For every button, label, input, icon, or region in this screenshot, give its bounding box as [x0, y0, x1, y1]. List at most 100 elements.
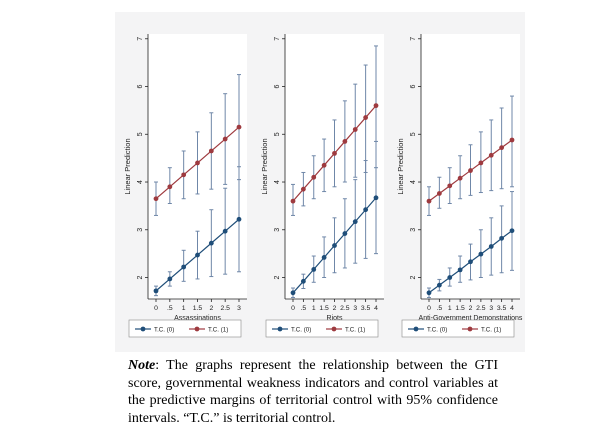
- x-tick-label: 1: [312, 305, 316, 312]
- y-tick-label: 7: [410, 37, 417, 41]
- note-label: Note: [128, 358, 156, 373]
- data-point: [222, 136, 228, 142]
- data-point: [181, 172, 187, 178]
- data-point: [509, 137, 515, 143]
- data-point: [447, 183, 453, 189]
- data-point: [167, 184, 173, 190]
- x-tick-label: 3: [237, 305, 241, 312]
- data-point: [332, 150, 337, 156]
- x-tick-label: 3: [353, 305, 357, 312]
- x-tick-label: 2.5: [340, 305, 350, 312]
- x-tick-label: 1.5: [193, 305, 203, 312]
- data-point: [352, 127, 358, 132]
- data-point: [478, 160, 484, 166]
- data-point: [509, 228, 515, 234]
- y-axis-title: Linear Prediction: [396, 138, 405, 194]
- data-point: [478, 251, 484, 257]
- legend-box: [401, 319, 515, 338]
- data-point: [332, 243, 337, 248]
- y-tick-label: 5: [410, 132, 417, 136]
- chart-panel-assassinations: 2 3 4 5 6 7 Linear Prediction 0 .5 1 1.5 2 2.5 3 Assas…: [115, 12, 252, 352]
- legend-label: T.C. (1): [208, 326, 228, 333]
- x-tick-label: 3: [489, 305, 493, 312]
- y-tick-label: 3: [137, 228, 144, 232]
- x-tick-label: 1.5: [319, 305, 329, 312]
- data-point: [499, 235, 505, 241]
- chart-svg: 2 3 4 5 6 7 Linear Prediction 0 .5 1 1.5 2 2.5 3 Assas…: [123, 34, 247, 338]
- y-tick-label: 3: [274, 228, 281, 232]
- data-point: [447, 275, 453, 280]
- data-point: [290, 198, 296, 204]
- x-tick-label: 2.5: [476, 305, 486, 312]
- legend-label: T.C. (0): [427, 326, 447, 333]
- figure: 2 3 4 5 6 7 Linear Prediction 0.5 1 1.5 2 2.5 3 Assas…: [115, 12, 525, 352]
- x-tick-label: 0: [291, 305, 295, 312]
- data-point: [208, 148, 214, 154]
- legend-label: T.C. (1): [345, 326, 365, 333]
- y-tick-label: 4: [137, 180, 144, 184]
- data-point: [436, 191, 442, 196]
- legend-marker: [277, 326, 283, 332]
- note-text: : The graphs represent the relationship …: [128, 358, 498, 426]
- y-tick-label: 7: [137, 37, 144, 41]
- y-tick-label: 6: [274, 84, 281, 88]
- chart-panel-demonstrations: 2 3 4 5 6 7 Linear Prediction 0.5 1 1.5 2 2.5 3 3.5 4 A…: [388, 12, 525, 352]
- data-point: [236, 216, 242, 222]
- data-point: [457, 175, 463, 181]
- data-point: [373, 195, 379, 201]
- y-tick-label: 5: [274, 132, 281, 136]
- data-point: [488, 244, 494, 249]
- y-tick-label: 5: [137, 132, 144, 136]
- y-tick-label: 6: [137, 84, 144, 88]
- y-tick-label: 4: [410, 180, 417, 184]
- chart-panel-riots: 2 3 4 5 6 7 Linear Prediction 0.5 1 1.5 2 2.5 3 3.5 4 R…: [252, 12, 389, 352]
- x-tick-label: 1: [448, 305, 452, 312]
- data-point: [236, 124, 242, 130]
- y-tick-label: 2: [274, 275, 281, 279]
- x-tick-label: 4: [510, 305, 514, 312]
- x-tick-label: .5: [167, 305, 173, 312]
- data-point: [468, 168, 473, 173]
- data-point: [290, 290, 296, 296]
- data-point: [195, 160, 200, 166]
- y-axis-title: Linear Prediction: [260, 138, 269, 194]
- x-tick-label: 1: [182, 305, 186, 312]
- y-tick-label: 6: [410, 84, 417, 88]
- x-tick-label: 0: [427, 305, 431, 312]
- data-point: [181, 264, 187, 270]
- legend-box: [265, 319, 379, 338]
- x-axis-title: Assassinations: [174, 315, 221, 322]
- y-axis-title: Linear Prediction: [123, 138, 132, 194]
- data-point: [363, 115, 369, 120]
- data-point: [300, 186, 306, 192]
- data-point: [373, 103, 379, 109]
- y-tick-label: 3: [410, 228, 417, 232]
- x-tick-label: .5: [437, 305, 443, 312]
- legend-marker: [140, 326, 146, 332]
- x-tick-label: 1.5: [455, 305, 465, 312]
- data-point: [488, 152, 494, 158]
- data-point: [499, 145, 505, 151]
- x-tick-label: 3.5: [497, 305, 507, 312]
- data-point: [153, 288, 159, 294]
- x-axis-title: Riots: [327, 315, 343, 322]
- data-point: [321, 162, 327, 168]
- x-tick-label: .5: [301, 305, 307, 312]
- data-point: [167, 276, 173, 282]
- data-point: [436, 282, 442, 288]
- legend-marker: [331, 326, 337, 332]
- data-point: [426, 198, 432, 204]
- data-point: [457, 267, 463, 273]
- x-tick-label: 2: [209, 305, 213, 312]
- legend-label: T.C. (0): [154, 326, 174, 333]
- data-point: [195, 252, 200, 258]
- figure-note: Note: The graphs represent the relations…: [128, 357, 498, 427]
- y-tick-label: 4: [274, 180, 281, 184]
- data-point: [208, 240, 214, 246]
- data-point: [426, 290, 432, 296]
- data-point: [311, 266, 317, 272]
- legend-marker: [194, 326, 200, 332]
